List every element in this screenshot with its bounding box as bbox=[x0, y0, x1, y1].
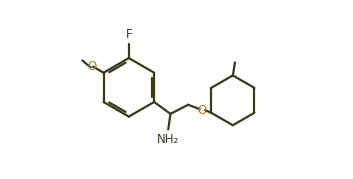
Text: O: O bbox=[198, 104, 207, 117]
Text: F: F bbox=[126, 28, 132, 41]
Text: NH₂: NH₂ bbox=[157, 133, 179, 146]
Text: O: O bbox=[88, 60, 97, 73]
